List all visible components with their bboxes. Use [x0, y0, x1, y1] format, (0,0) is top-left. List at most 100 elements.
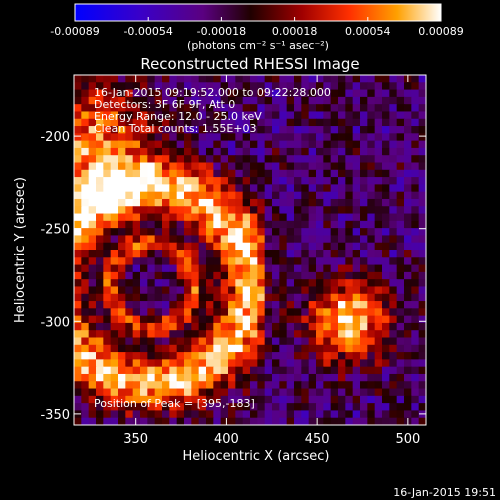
heatmap-cell: [132, 250, 141, 258]
heatmap-cell: [74, 104, 82, 113]
heatmap-cell: [418, 104, 426, 113]
heatmap-cell: [294, 89, 302, 98]
heatmap-cell: [272, 184, 280, 193]
heatmap-cell: [154, 184, 163, 193]
heatmap-cell: [242, 359, 251, 368]
heatmap-cell: [294, 257, 302, 266]
heatmap-cell: [382, 118, 390, 127]
heatmap-cell: [404, 228, 412, 237]
heatmap-cell: [103, 206, 112, 215]
heatmap-cell: [396, 140, 405, 149]
heatmap-cell: [264, 250, 273, 258]
heatmap-cell: [228, 322, 236, 331]
heatmap-cell: [367, 359, 376, 368]
heatmap-cell: [74, 235, 82, 244]
heatmap-cell: [81, 344, 90, 353]
heatmap-cell: [81, 366, 90, 375]
heatmap-cell: [198, 301, 207, 309]
heatmap-cell: [279, 301, 288, 309]
heatmap-cell: [198, 140, 207, 149]
heatmap-cell: [411, 213, 420, 222]
heatmap-cell: [110, 169, 119, 178]
heatmap-cell: [110, 191, 119, 200]
heatmap-cell: [294, 279, 302, 288]
heatmap-cell: [206, 373, 214, 382]
heatmap-cell: [279, 155, 288, 164]
heatmap-cell: [184, 417, 192, 425]
heatmap-cell: [308, 381, 317, 390]
heatmap-cell: [162, 250, 170, 258]
heatmap-cell: [279, 359, 288, 368]
heatmap-cell: [213, 96, 222, 105]
heatmap-cell: [323, 118, 332, 127]
heatmap-cell: [360, 133, 368, 142]
heatmap-cell: [191, 111, 200, 120]
heatmap-cell: [308, 89, 317, 98]
heatmap-cell: [176, 286, 185, 295]
heatmap-cell: [352, 257, 361, 266]
heatmap-cell: [345, 191, 354, 200]
heatmap-cell: [360, 257, 368, 266]
heatmap-cell: [316, 322, 324, 331]
heatmap-cell: [250, 337, 258, 346]
heatmap-cell: [389, 257, 398, 266]
heatmap-cell: [235, 279, 244, 288]
heatmap-cell: [418, 242, 426, 251]
heatmap-cell: [272, 337, 280, 346]
heatmap-cell: [279, 279, 288, 288]
heatmap-cell: [125, 155, 134, 164]
heatmap-cell: [206, 104, 214, 113]
heatmap-cell: [272, 410, 280, 419]
heatmap-cell: [176, 293, 185, 302]
heatmap-cell: [235, 344, 244, 353]
heatmap-cell: [352, 75, 361, 83]
heatmap-cell: [169, 206, 178, 215]
heatmap-cell: [352, 308, 361, 317]
heatmap-cell: [338, 118, 346, 127]
heatmap-cell: [81, 330, 90, 339]
heatmap-cell: [88, 177, 97, 185]
heatmap-cell: [198, 169, 207, 178]
heatmap-cell: [154, 140, 163, 149]
heatmap-cell: [264, 286, 273, 295]
heatmap-cell: [330, 322, 339, 331]
heatmap-cell: [198, 242, 207, 251]
heatmap-cell: [250, 147, 258, 156]
heatmap-cell: [220, 104, 229, 113]
heatmap-cell: [220, 381, 229, 390]
heatmap-cell: [176, 381, 185, 390]
heatmap-cell: [162, 352, 170, 360]
heatmap-cell: [140, 395, 148, 404]
heatmap-cell: [206, 410, 214, 419]
heatmap-cell: [316, 242, 324, 251]
heatmap-cell: [418, 198, 426, 207]
heatmap-cell: [96, 89, 104, 98]
heatmap-cell: [140, 177, 148, 185]
heatmap-cell: [250, 235, 258, 244]
heatmap-cell: [198, 264, 207, 273]
heatmap-cell: [184, 366, 192, 375]
heatmap-cell: [140, 352, 148, 360]
heatmap-cell: [411, 359, 420, 368]
heatmap-cell: [228, 315, 236, 324]
heatmap-cell: [242, 366, 251, 375]
heatmap-cell: [345, 286, 354, 295]
heatmap-cell: [132, 155, 141, 164]
heatmap-cell: [169, 242, 178, 251]
heatmap-cell: [176, 89, 185, 98]
heatmap-cell: [411, 286, 420, 295]
heatmap-cell: [81, 162, 90, 171]
heatmap-cell: [382, 271, 390, 280]
heatmap-cell: [235, 184, 244, 193]
heatmap-cell: [198, 403, 207, 412]
heatmap-cell: [360, 344, 368, 353]
heatmap-cell: [162, 322, 170, 331]
heatmap-cell: [257, 330, 266, 339]
heatmap-cell: [323, 301, 332, 309]
heatmap-cell: [110, 286, 119, 295]
heatmap-cell: [228, 417, 236, 425]
heatmap-cell: [206, 301, 214, 309]
heatmap-cell: [140, 242, 148, 251]
heatmap-cell: [323, 220, 332, 229]
heatmap-cell: [81, 395, 90, 404]
